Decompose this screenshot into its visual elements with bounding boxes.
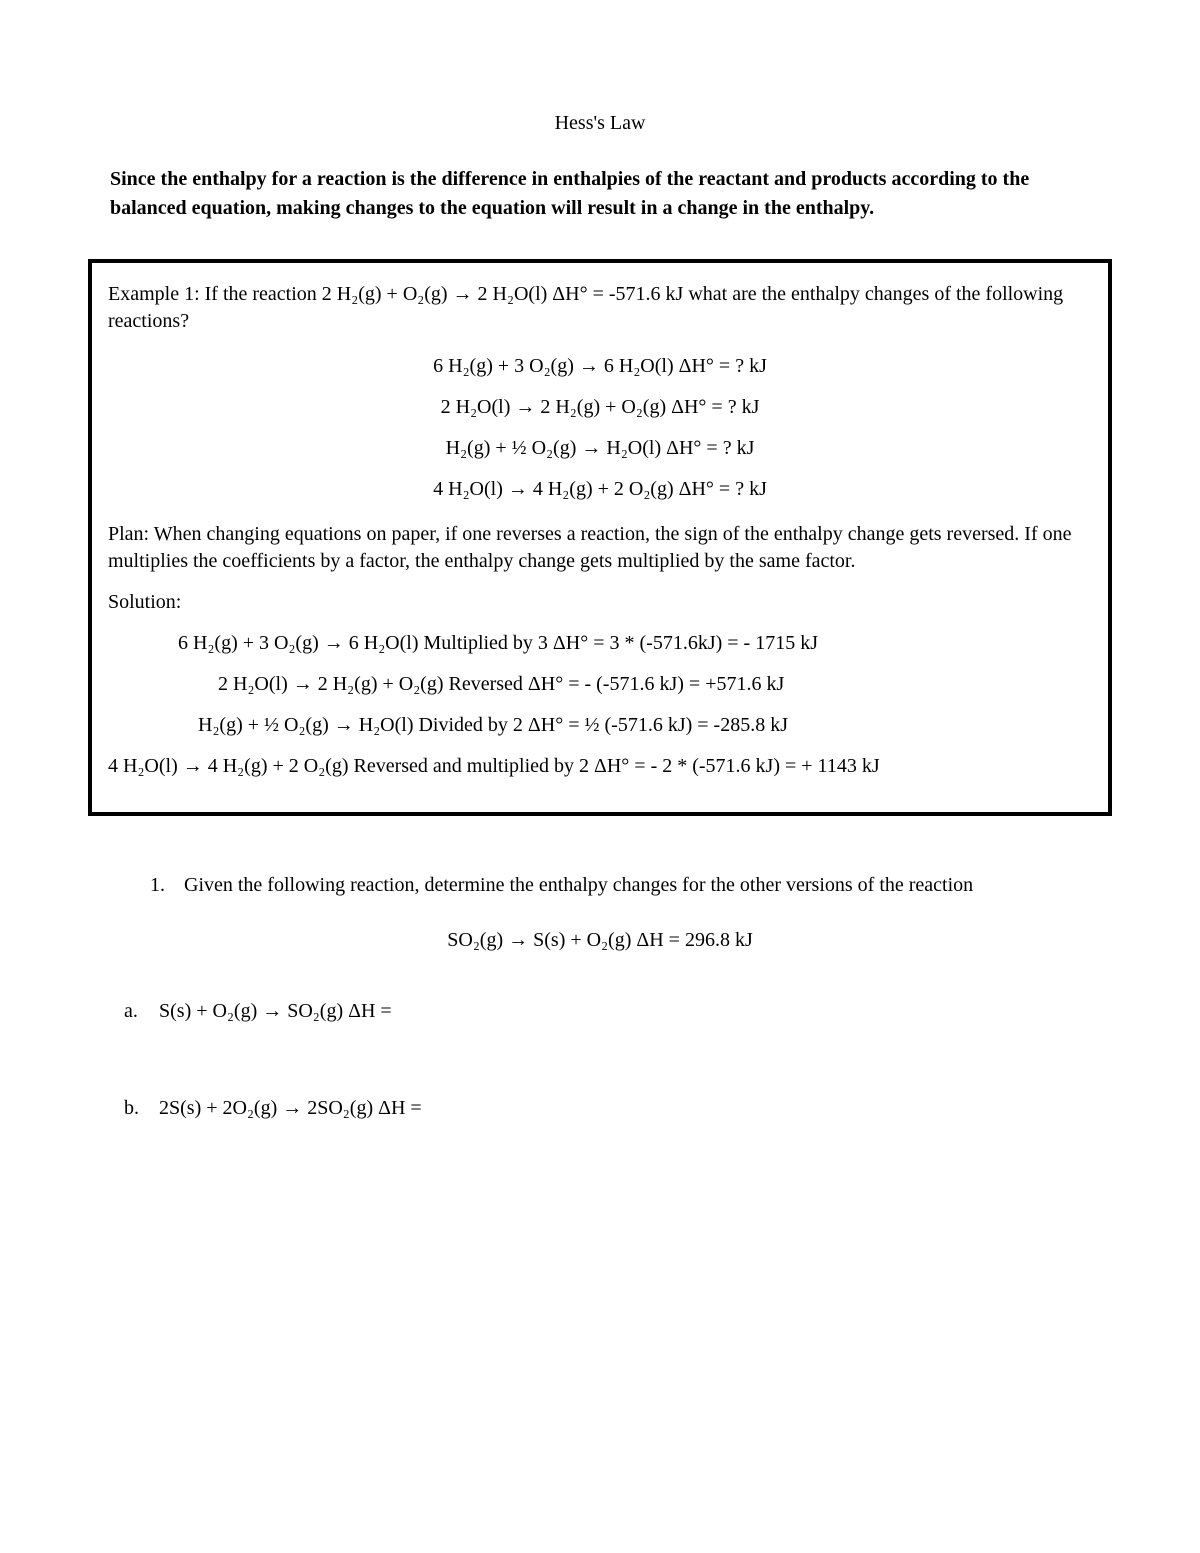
example-eq: H₂(g) + ½ O₂(g) → H₂O(l) ΔH° = ? kJ	[108, 435, 1092, 462]
example-eq: 6 H₂(g) + 3 O₂(g) → 6 H₂O(l) ΔH° = ? kJ	[108, 353, 1092, 380]
solution-line: 4 H₂O(l) → 4 H₂(g) + 2 O₂(g) Reversed an…	[108, 753, 1092, 780]
solution-line: 2 H₂O(l) → 2 H₂(g) + O₂(g) Reversed ΔH° …	[108, 671, 1092, 698]
question-section: 1. Given the following reaction, determi…	[110, 872, 1090, 1122]
solution-label: Solution:	[108, 589, 1092, 616]
question-number: 1.	[150, 872, 184, 899]
example-equations: 6 H₂(g) + 3 O₂(g) → 6 H₂O(l) ΔH° = ? kJ …	[108, 353, 1092, 503]
example-box: Example 1: If the reaction 2 H₂(g) + O₂(…	[88, 259, 1112, 816]
solution-line: 6 H₂(g) + 3 O₂(g) → 6 H₂O(l) Multiplied …	[108, 630, 1092, 657]
question-part-a: a. S(s) + O₂(g) → SO₂(g) ΔH =	[124, 998, 1090, 1025]
intro-paragraph: Since the enthalpy for a reaction is the…	[110, 165, 1090, 223]
example-eq: 4 H₂O(l) → 4 H₂(g) + 2 O₂(g) ΔH° = ? kJ	[108, 476, 1092, 503]
example-prompt: Example 1: If the reaction 2 H₂(g) + O₂(…	[108, 281, 1092, 335]
doc-title: Hess's Law	[110, 110, 1090, 137]
part-equation: 2S(s) + 2O₂(g) → 2SO₂(g) ΔH =	[159, 1097, 422, 1119]
solution-line: H₂(g) + ½ O₂(g) → H₂O(l) Divided by 2 ΔH…	[108, 712, 1092, 739]
question-given-equation: SO₂(g) → S(s) + O₂(g) ΔH = 296.8 kJ	[110, 927, 1090, 954]
part-letter: b.	[124, 1095, 154, 1122]
question-text: Given the following reaction, determine …	[184, 872, 1090, 899]
example-eq: 2 H₂O(l) → 2 H₂(g) + O₂(g) ΔH° = ? kJ	[108, 394, 1092, 421]
part-equation: S(s) + O₂(g) → SO₂(g) ΔH =	[159, 1000, 392, 1022]
page: Hess's Law Since the enthalpy for a reac…	[0, 0, 1200, 1252]
question-part-b: b. 2S(s) + 2O₂(g) → 2SO₂(g) ΔH =	[124, 1095, 1090, 1122]
question-1: 1. Given the following reaction, determi…	[150, 872, 1090, 899]
plan-paragraph: Plan: When changing equations on paper, …	[108, 521, 1092, 575]
solution-block: 6 H₂(g) + 3 O₂(g) → 6 H₂O(l) Multiplied …	[108, 630, 1092, 780]
part-letter: a.	[124, 998, 154, 1025]
